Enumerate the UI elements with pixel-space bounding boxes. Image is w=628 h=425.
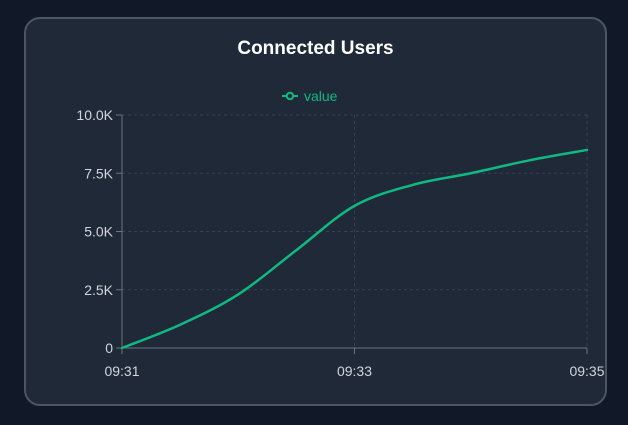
x-tick-label: 09:31 [104,363,139,379]
y-tick-label: 5.0K [84,224,113,240]
chart-card: Connected Users [24,17,607,406]
chart-title: Connected Users [237,38,394,59]
legend-label: value [304,88,338,104]
y-tick-label: 7.5K [84,165,113,181]
y-tick-label: 0 [105,340,113,356]
x-tick-label: 09:35 [569,363,604,379]
series-layer [120,148,589,350]
axis-layer: 0 2.5K 5.0K 7.5K 10.0K 09:31 09:33 09:35 [76,107,604,379]
legend[interactable]: value [282,88,338,104]
x-tick-label: 09:33 [337,363,372,379]
grid-layer [122,114,588,348]
y-tick-label: 10.0K [76,107,113,123]
y-tick-label: 2.5K [84,282,113,298]
legend-marker-icon [285,91,295,101]
series-line-value [120,148,589,350]
